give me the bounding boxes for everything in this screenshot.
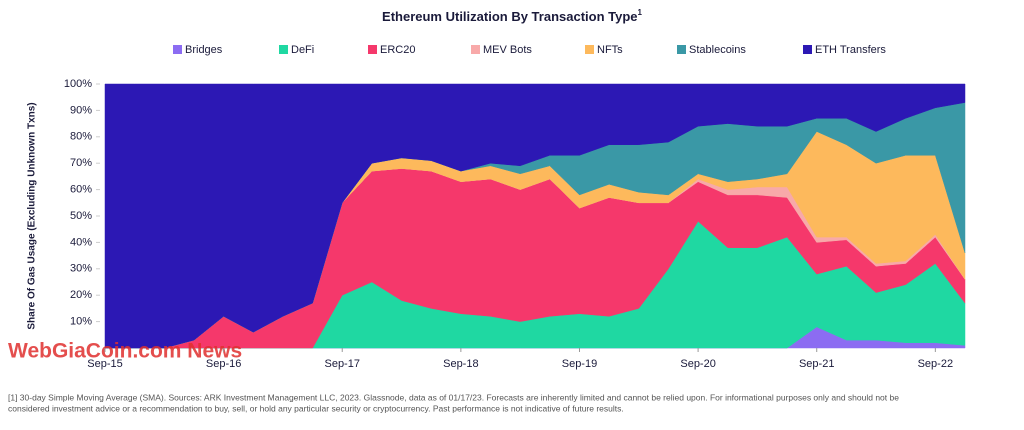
watermark: WebGiaCoin.com News [8, 340, 242, 363]
legend-label: DeFi [291, 44, 314, 56]
y-tick-label: 70% [70, 157, 92, 169]
legend-label: ETH Transfers [815, 44, 886, 56]
legend-swatch [471, 45, 480, 54]
legend-swatch [677, 45, 686, 54]
legend-label: MEV Bots [483, 44, 532, 56]
legend-label: Stablecoins [689, 44, 746, 56]
legend-label: ERC20 [380, 44, 415, 56]
plot-area [104, 83, 966, 349]
y-axis-label: Share Of Gas Usage (Excluding Unknown Tx… [27, 102, 38, 329]
chart-title: Ethereum Utilization By Transaction Type… [382, 8, 642, 24]
legend-label: Bridges [185, 44, 223, 56]
x-tick-label: Sep-20 [680, 358, 715, 370]
x-tick-label: Sep-19 [562, 358, 597, 370]
x-tick-label: Sep-15 [87, 358, 122, 370]
footnote: [1] 30-day Simple Moving Average (SMA). … [8, 392, 899, 402]
legend-swatch [173, 45, 182, 54]
y-tick-label: 80% [70, 131, 92, 143]
legend-label: NFTs [597, 44, 623, 56]
y-tick-label: 30% [70, 263, 92, 275]
x-tick-label: Sep-21 [799, 358, 834, 370]
legend-swatch [585, 45, 594, 54]
y-tick-label: 100% [64, 78, 92, 90]
y-tick-label: 50% [70, 210, 92, 222]
y-tick-label: 90% [70, 104, 92, 116]
y-tick-label: 40% [70, 236, 92, 248]
x-tick-label: Sep-16 [206, 358, 241, 370]
legend-swatch [279, 45, 288, 54]
y-tick-label: 10% [70, 316, 92, 328]
title-note: 1 [638, 8, 643, 17]
legend-swatch [803, 45, 812, 54]
footnote: considered investment advice or a recomm… [8, 403, 624, 413]
legend-swatch [368, 45, 377, 54]
x-tick-label: Sep-18 [443, 358, 478, 370]
title-text: Ethereum Utilization By Transaction Type [382, 9, 637, 24]
x-tick-label: Sep-22 [918, 358, 953, 370]
y-tick-label: 60% [70, 184, 92, 196]
y-tick-label: 20% [70, 289, 92, 301]
area [104, 83, 966, 349]
x-tick-label: Sep-17 [324, 358, 359, 370]
